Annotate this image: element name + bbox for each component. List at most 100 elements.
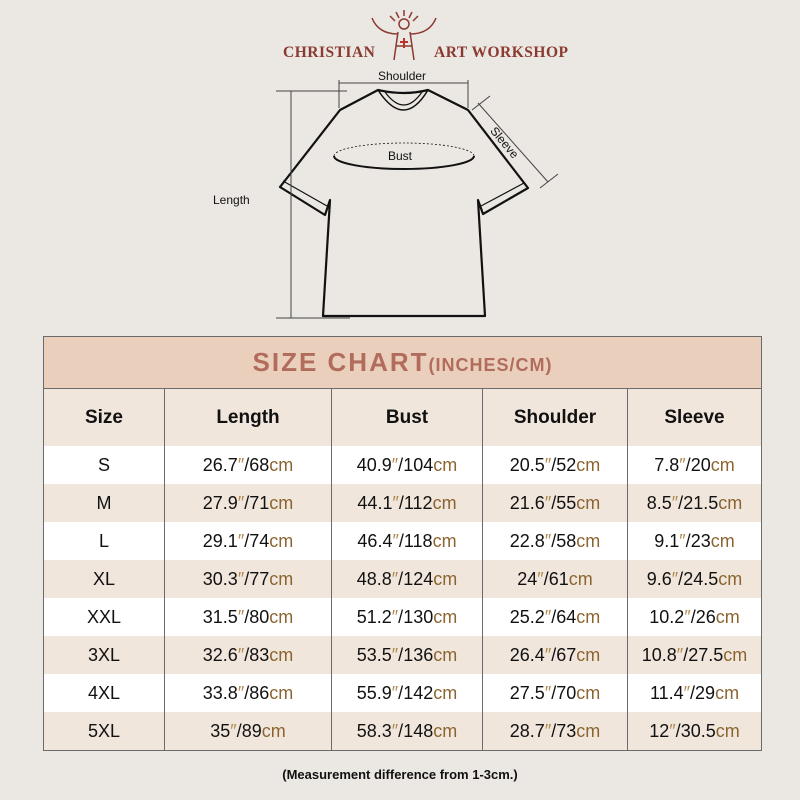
inch-mark: ″ (544, 492, 552, 513)
cm-unit: cm (433, 682, 458, 703)
inch-mark: ″ (237, 492, 245, 513)
table-row: M 27.9″/71cm 44.1″/112cm 21.6″/55cm 8.5″/21.… (43, 484, 762, 522)
table-row: XL 30.3″/77cm 48.8″/124cm 24″/61cm 9.6″/24.5… (43, 560, 762, 598)
measurement-cell: 29.1″/74cm (164, 522, 332, 560)
inch-mark: ″ (230, 720, 237, 741)
cm-value: 130 (403, 606, 434, 627)
inch-value: 24 (517, 568, 538, 589)
size-cell: XL (43, 560, 165, 598)
inch-value: 35 (210, 720, 231, 741)
cm-value: 70 (556, 682, 577, 703)
separator: / (690, 682, 696, 703)
measurement-cell: 9.6″/24.5cm (627, 560, 762, 598)
cm-value: 86 (249, 682, 270, 703)
cm-value: 67 (556, 644, 577, 665)
size-cell: M (43, 484, 165, 522)
inch-value: 26.4 (509, 644, 545, 665)
measurement-cell: 58.3″/148cm (331, 712, 483, 751)
separator: / (398, 568, 404, 589)
inch-mark: ″ (237, 454, 245, 475)
table-row: 5XL 35″/89cm 58.3″/148cm 28.7″/73cm 12″/30.5… (43, 712, 762, 751)
separator: / (551, 606, 557, 627)
cm-unit: cm (269, 454, 294, 475)
inch-mark: ″ (392, 492, 399, 513)
inch-mark: ″ (544, 454, 552, 475)
cm-value: 68 (249, 454, 270, 475)
inch-mark: ″ (391, 644, 399, 665)
measurement-cell: 22.8″/58cm (482, 522, 628, 560)
measurement-note: (Measurement difference from 1-3cm.) (282, 767, 518, 782)
inch-value: 28.7 (509, 720, 545, 741)
measurement-cell: 9.1″/23cm (627, 522, 762, 560)
inch-mark: ″ (683, 682, 691, 703)
separator: / (690, 606, 696, 627)
measurement-cell: 30.3″/77cm (164, 560, 332, 598)
separator: / (543, 568, 549, 589)
brand-name-left: CHRISTIAN (283, 44, 376, 61)
cm-unit: cm (269, 530, 294, 551)
measurement-cell: 31.5″/80cm (164, 598, 332, 636)
cm-value: 112 (403, 492, 433, 513)
measurement-cell: 27.5″/70cm (482, 674, 628, 712)
size-chart-table: SIZE CHART(INCHES/CM) Size Length Bust S… (43, 336, 762, 751)
separator: / (551, 644, 557, 665)
cm-unit: cm (715, 682, 740, 703)
inch-value: 9.1 (654, 530, 680, 551)
cm-value: 55 (556, 492, 577, 513)
cm-value: 21.5 (683, 492, 719, 513)
cm-unit: cm (269, 644, 294, 665)
cm-unit: cm (718, 492, 743, 513)
inch-mark: ″ (684, 606, 691, 627)
separator: / (398, 682, 404, 703)
measurement-cell: 33.8″/86cm (164, 674, 332, 712)
measurement-cell: 21.6″/55cm (482, 484, 628, 522)
table-row: S 26.7″/68cm 40.9″/104cm 20.5″/52cm 7.8″/20c… (43, 446, 762, 484)
inch-mark: ″ (679, 530, 686, 551)
separator: / (244, 530, 250, 551)
separator: / (678, 492, 684, 513)
inch-value: 29.1 (202, 530, 238, 551)
column-header-shoulder: Shoulder (482, 388, 628, 446)
measurement-cell: 44.1″/112cm (331, 484, 483, 522)
measurement-cell: 48.8″/124cm (331, 560, 483, 598)
table-row: L 29.1″/74cm 46.4″/118cm 22.8″/58cm 9.1″/23c… (43, 522, 762, 560)
inch-value: 40.9 (356, 454, 392, 475)
inch-mark: ″ (544, 530, 552, 551)
inch-value: 20.5 (509, 454, 545, 475)
inch-value: 30.3 (202, 568, 238, 589)
inch-mark: ″ (391, 568, 399, 589)
bust-label: Bust (388, 149, 413, 163)
cm-value: 80 (249, 606, 270, 627)
size-cell: L (43, 522, 165, 560)
cm-unit: cm (568, 568, 593, 589)
separator: / (675, 720, 681, 741)
inch-mark: ″ (544, 644, 552, 665)
inch-mark: ″ (391, 454, 399, 475)
cm-unit: cm (269, 606, 294, 627)
inch-value: 55.9 (356, 682, 392, 703)
table-row: 4XL 33.8″/86cm 55.9″/142cm 27.5″/70cm 11.4″/… (43, 674, 762, 712)
cm-value: 64 (556, 606, 577, 627)
column-header-bust: Bust (331, 388, 483, 446)
separator: / (244, 682, 250, 703)
inch-mark: ″ (544, 682, 552, 703)
cm-value: 118 (403, 530, 433, 551)
table-row: XXL 31.5″/80cm 51.2″/130cm 25.2″/64cm 10.2″/… (43, 598, 762, 636)
cm-unit: cm (576, 682, 601, 703)
measurement-cell: 27.9″/71cm (164, 484, 332, 522)
inch-mark: ″ (679, 454, 686, 475)
tshirt-diagram (276, 80, 559, 319)
measurement-cell: 12″/30.5cm (627, 712, 762, 751)
inch-value: 44.1 (357, 492, 393, 513)
cm-unit: cm (433, 454, 458, 475)
cm-unit: cm (715, 720, 740, 741)
cm-unit: cm (433, 720, 458, 741)
inch-mark: ″ (392, 530, 399, 551)
inch-value: 26.7 (202, 454, 238, 475)
shoulder-label: Shoulder (378, 69, 427, 83)
cm-unit: cm (269, 492, 294, 513)
separator: / (551, 720, 557, 741)
inch-mark: ″ (237, 682, 245, 703)
column-header-length: Length (164, 388, 332, 446)
inch-mark: ″ (237, 568, 245, 589)
